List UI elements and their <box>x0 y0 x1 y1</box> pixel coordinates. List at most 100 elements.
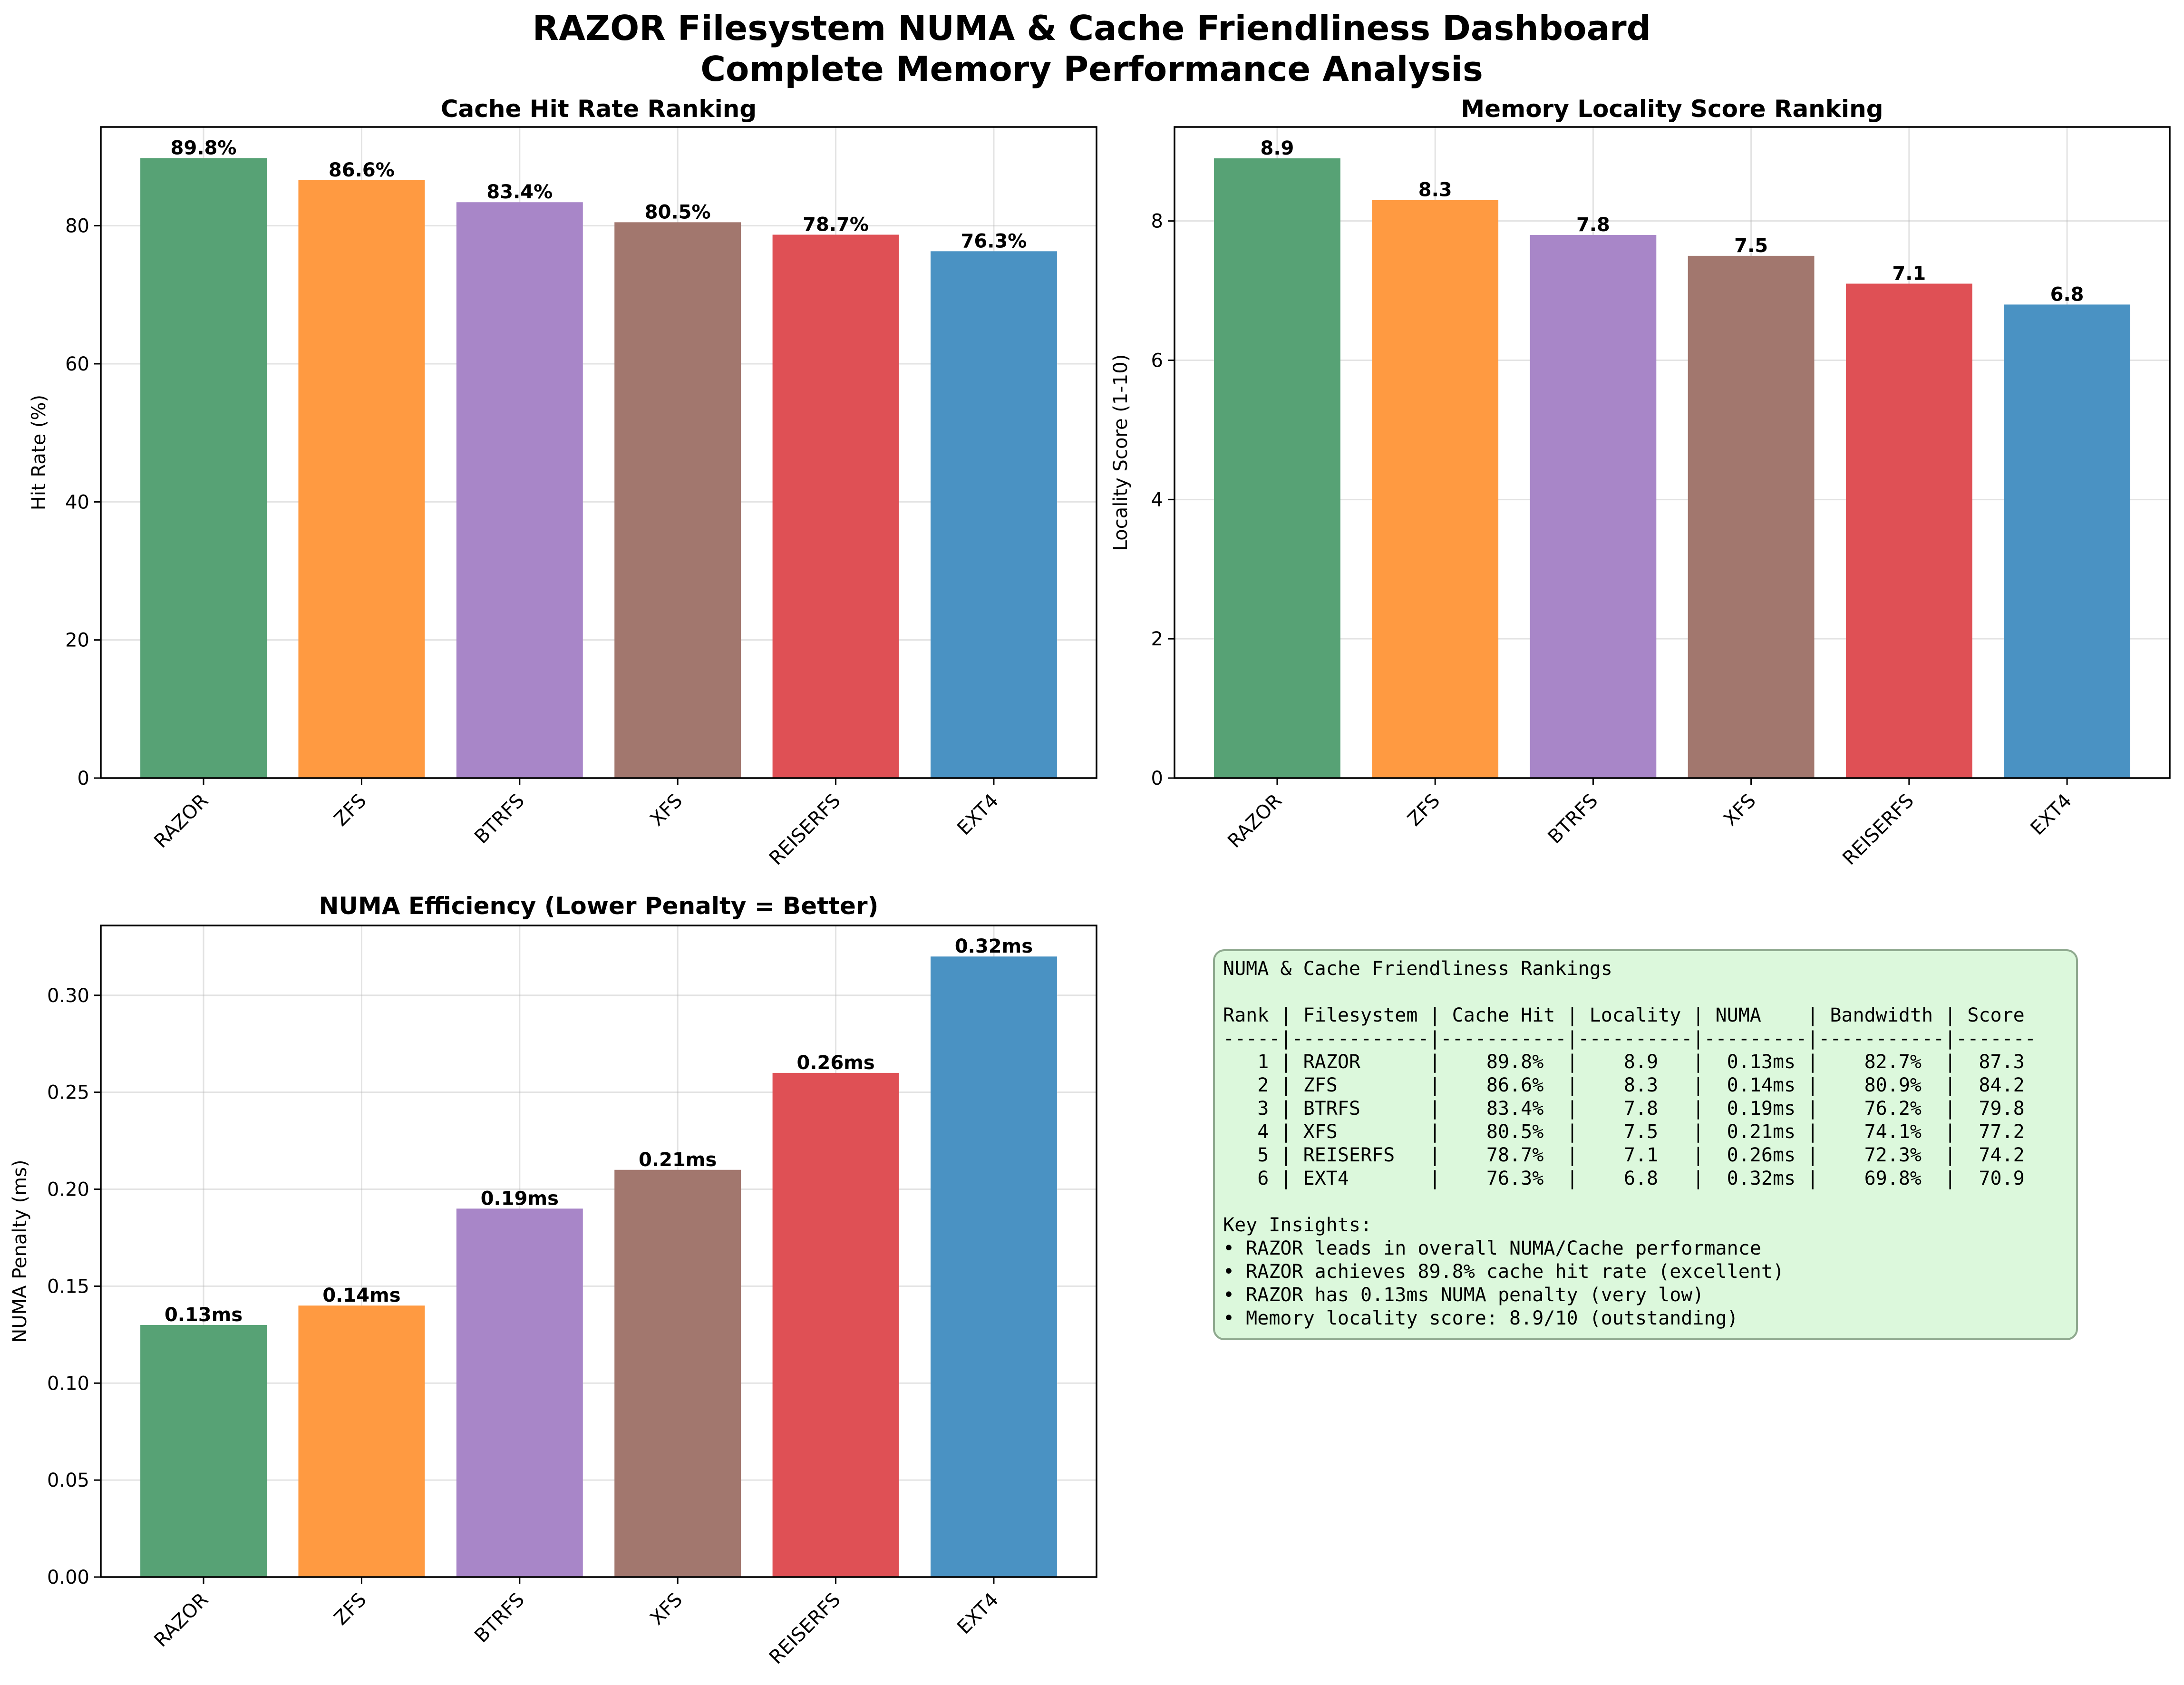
memory-locality-chart: 8.9 8.3 7.8 7.5 7.1 6.8 0 2 4 6 8 RAZOR ZFS BTRFS XFS R… <box>1110 95 2171 870</box>
axes-frame <box>1174 126 2171 779</box>
bar-value-label: 7.1 <box>1892 263 1926 284</box>
x-tick-label: REISERFS <box>765 790 845 870</box>
y-tick-label: 0.15 <box>47 1276 89 1297</box>
bar-razor <box>1214 158 1340 778</box>
y-tick-label: 0 <box>78 768 89 789</box>
y-tick-label: 0.20 <box>47 1179 89 1201</box>
x-tick-label: EXT4 <box>953 1589 1003 1639</box>
cache-hit-rate-chart: 89.8% 86.6% 83.4% 80.5% 78.7% 76.3% 0 20 40 60 80 R… <box>28 95 1097 869</box>
y-tick-label: 0.30 <box>47 985 89 1007</box>
y-axis-label: Locality Score (1-10) <box>1110 354 1132 551</box>
bar-value-label: 0.26ms <box>796 1052 874 1074</box>
x-tick-label: BTRFS <box>470 790 529 848</box>
bar-reiserfs <box>772 234 899 779</box>
bar-value-label: 80.5% <box>645 201 711 223</box>
bar-btrfs <box>456 202 583 778</box>
bar-zfs <box>298 1305 425 1577</box>
bar-xfs <box>614 222 741 779</box>
bar-value-label: 6.8 <box>2050 283 2084 305</box>
insight-item: • RAZOR achieves 89.8% cache hit rate (e… <box>1223 1261 1784 1283</box>
bar-btrfs <box>1530 234 1657 778</box>
bar-reiserfs <box>772 1072 899 1577</box>
chart-title: Cache Hit Rate Ranking <box>441 95 757 123</box>
bar-ext4 <box>2004 304 2130 778</box>
rankings-row: 4 | XFS | 80.5% | 7.5 | 0.21ms | 74.1% |… <box>1223 1121 2025 1143</box>
bar-ext4 <box>931 956 1057 1577</box>
bar-value-label: 0.32ms <box>955 935 1033 957</box>
y-tick-label: 0 <box>1151 768 1163 789</box>
x-tick-label: RAZOR <box>1223 790 1286 853</box>
bar-value-label: 89.8% <box>171 137 237 159</box>
x-tick-label: EXT4 <box>953 790 1003 840</box>
bar-ext4 <box>931 251 1057 778</box>
y-tick-label: 4 <box>1151 489 1163 511</box>
y-tick-label: 0.05 <box>47 1470 89 1491</box>
axes-frame <box>100 925 1097 1578</box>
x-tick-label: EXT4 <box>2027 790 2077 840</box>
rankings-title: NUMA & Cache Friendliness Rankings <box>1223 958 1612 980</box>
y-axis-label: NUMA Penalty (ms) <box>9 1159 31 1343</box>
chart-title: NUMA Efficiency (Lower Penalty = Better) <box>319 892 879 920</box>
bar-razor <box>140 158 267 778</box>
bar-value-label: 7.8 <box>1576 214 1610 236</box>
bar-zfs <box>1372 200 1499 778</box>
bar-value-label: 0.21ms <box>639 1149 717 1171</box>
bar-value-label: 0.19ms <box>481 1188 559 1209</box>
y-tick-label: 0.25 <box>47 1082 89 1104</box>
rankings-panel: NUMA & Cache Friendliness Rankings Rank … <box>1213 949 2078 1340</box>
y-tick-label: 8 <box>1151 211 1163 233</box>
rankings-panel-box <box>1213 949 2078 1340</box>
x-tick-label: ZFS <box>330 790 371 831</box>
bar-value-label: 86.6% <box>329 159 395 181</box>
y-tick-label: 60 <box>65 353 89 375</box>
x-tick-label: BTRFS <box>1544 790 1602 848</box>
rankings-header: Rank | Filesystem | Cache Hit | Locality… <box>1223 1004 2025 1026</box>
rankings-row: 6 | EXT4 | 76.3% | 6.8 | 0.32ms | 69.8% … <box>1223 1168 2025 1189</box>
axes-frame <box>100 126 1097 779</box>
x-tick-label: ZFS <box>330 1589 371 1630</box>
figure-subtitle: Complete Memory Performance Analysis <box>700 49 1483 89</box>
rankings-row: 1 | RAZOR | 89.8% | 8.9 | 0.13ms | 82.7%… <box>1223 1051 2025 1073</box>
x-tick-label: RAZOR <box>150 790 213 853</box>
y-axis-label: Hit Rate (%) <box>28 395 50 510</box>
bar-value-label: 8.9 <box>1261 137 1294 159</box>
x-tick-label: BTRFS <box>470 1589 529 1647</box>
x-tick-label: XFS <box>646 1589 687 1630</box>
figure-title: RAZOR Filesystem NUMA & Cache Friendline… <box>533 8 1651 48</box>
y-tick-label: 80 <box>65 215 89 237</box>
rankings-row: 3 | BTRFS | 83.4% | 7.8 | 0.19ms | 76.2%… <box>1223 1098 2025 1120</box>
bar-value-label: 83.4% <box>486 181 553 203</box>
bar-reiserfs <box>1845 283 1972 778</box>
bar-value-label: 78.7% <box>803 214 869 235</box>
insight-item: • RAZOR has 0.13ms NUMA penalty (very lo… <box>1223 1284 1704 1306</box>
x-tick-label: XFS <box>646 790 687 831</box>
y-tick-label: 6 <box>1151 350 1163 371</box>
x-tick-label: REISERFS <box>1838 790 1918 870</box>
x-tick-label: RAZOR <box>150 1589 213 1652</box>
rankings-row: 5 | REISERFS | 78.7% | 7.1 | 0.26ms | 72… <box>1223 1144 2025 1166</box>
bar-btrfs <box>456 1208 583 1577</box>
bar-xfs <box>1688 255 1815 779</box>
rankings-separator: -----|------------|-----------|---------… <box>1223 1028 2036 1050</box>
numa-efficiency-chart: 0.13ms 0.14ms 0.19ms 0.21ms 0.26ms 0.32ms 0.00… <box>9 892 1097 1668</box>
bar-xfs <box>614 1169 741 1577</box>
y-tick-label: 0.10 <box>47 1373 89 1394</box>
bar-zfs <box>298 180 425 779</box>
bar-razor <box>140 1325 267 1577</box>
bar-value-label: 8.3 <box>1418 179 1452 201</box>
y-tick-label: 40 <box>65 491 89 513</box>
x-tick-label: REISERFS <box>765 1589 845 1669</box>
chart-title: Memory Locality Score Ranking <box>1461 95 1883 123</box>
insight-item: • Memory locality score: 8.9/10 (outstan… <box>1223 1307 1738 1329</box>
y-tick-label: 20 <box>65 630 89 652</box>
bar-value-label: 76.3% <box>961 230 1027 252</box>
insights-title: Key Insights: <box>1223 1214 1372 1236</box>
rankings-row: 2 | ZFS | 86.6% | 8.3 | 0.14ms | 80.9% |… <box>1223 1074 2025 1096</box>
y-tick-label: 0.00 <box>47 1567 89 1588</box>
insight-item: • RAZOR leads in overall NUMA/Cache perf… <box>1223 1237 1761 1259</box>
bar-value-label: 7.5 <box>1734 235 1768 257</box>
y-tick-label: 2 <box>1151 628 1163 650</box>
x-tick-label: ZFS <box>1404 790 1445 831</box>
bar-value-label: 0.14ms <box>322 1285 400 1306</box>
